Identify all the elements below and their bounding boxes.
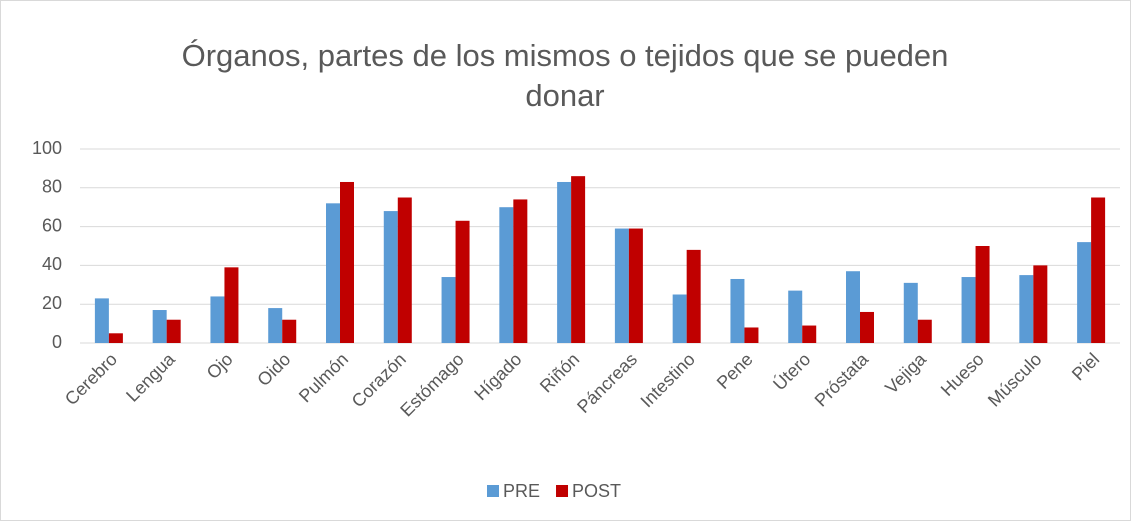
- bar: [268, 308, 283, 343]
- bar: [108, 333, 123, 343]
- bar: [326, 203, 340, 343]
- bar: [1033, 265, 1048, 343]
- bar: [166, 319, 181, 343]
- bar: [860, 311, 874, 343]
- bar: [455, 220, 470, 343]
- bar: [282, 319, 297, 343]
- bar: [224, 267, 239, 343]
- bar: [1077, 242, 1092, 343]
- bar: [441, 277, 456, 343]
- bar: [614, 228, 629, 343]
- legend-label: PRE: [503, 481, 540, 501]
- y-tick-label: 80: [42, 177, 62, 197]
- bar: [513, 199, 528, 343]
- y-tick-label: 40: [42, 254, 62, 274]
- bar: [397, 197, 412, 343]
- bar: [802, 325, 817, 343]
- legend-swatch: [556, 485, 569, 497]
- bar: [628, 228, 643, 343]
- y-tick-label: 100: [32, 138, 62, 158]
- chart-title: Órganos, partes de los mismos o tejidos …: [181, 38, 949, 113]
- bar: [903, 282, 918, 343]
- bar: [846, 271, 860, 343]
- bar: [557, 181, 572, 343]
- bar: [571, 176, 586, 343]
- bar: [686, 249, 701, 343]
- bar: [961, 277, 976, 343]
- y-tick-label: 0: [52, 332, 62, 352]
- bar: [975, 246, 990, 343]
- bar: [340, 181, 354, 343]
- y-tick-label: 20: [42, 293, 62, 313]
- bar: [672, 294, 687, 343]
- bar: [1091, 197, 1106, 343]
- bar: [383, 211, 398, 343]
- y-tick-label: 60: [42, 215, 62, 235]
- legend-swatch: [487, 485, 499, 497]
- bar: [152, 310, 167, 343]
- bar: [730, 278, 745, 343]
- bar: [1019, 275, 1034, 343]
- bar: [499, 207, 514, 343]
- bar: [788, 290, 803, 343]
- bar: [94, 298, 109, 343]
- legend-label: POST: [572, 481, 621, 501]
- bar: [917, 319, 932, 343]
- bar: [744, 327, 759, 343]
- bar: [210, 296, 225, 343]
